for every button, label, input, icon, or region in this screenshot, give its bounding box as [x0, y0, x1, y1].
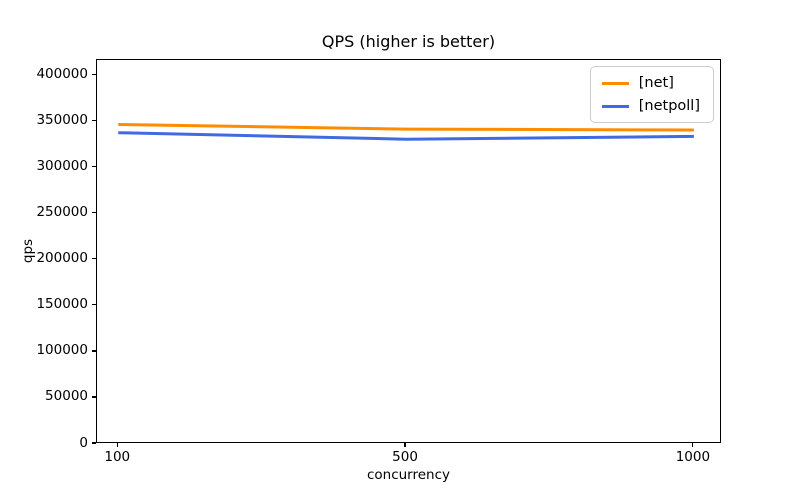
plot-area: [net] [netpoll] [96, 59, 721, 443]
legend-line-sample [601, 81, 629, 85]
y-tick-mark [92, 74, 96, 76]
y-tick-label: 50000 [45, 388, 88, 405]
legend: [net] [netpoll] [589, 66, 714, 123]
series-line-netpoll [118, 131, 694, 141]
x-tick-mark [116, 443, 118, 447]
y-tick-mark [92, 304, 96, 306]
legend-item: [net] [601, 75, 700, 91]
y-tick-label: 0 [79, 434, 88, 451]
legend-line-sample [601, 104, 629, 108]
y-tick-mark [92, 120, 96, 122]
y-tick-mark [92, 212, 96, 214]
y-tick-label: 200000 [36, 250, 88, 267]
series-line-net [118, 123, 694, 132]
y-tick-mark [92, 442, 96, 444]
y-tick-label: 400000 [36, 66, 88, 83]
y-tick-label: 150000 [36, 296, 88, 313]
y-tick-mark [92, 166, 96, 168]
y-tick-mark [92, 396, 96, 398]
y-tick-mark [92, 258, 96, 260]
x-tick-label: 100 [104, 449, 131, 465]
y-tick-mark [92, 350, 96, 352]
y-tick-label: 300000 [36, 158, 88, 175]
y-tick-label: 250000 [36, 204, 88, 221]
x-tick-mark [692, 443, 694, 447]
x-tick-label: 1000 [675, 449, 711, 465]
x-tick-label: 500 [392, 449, 418, 465]
legend-label: [netpoll] [638, 98, 700, 114]
chart-title: QPS (higher is better) [321, 32, 496, 51]
legend-label: [net] [638, 75, 674, 91]
x-tick-mark [404, 443, 406, 447]
y-tick-label: 100000 [36, 342, 88, 359]
legend-item: [netpoll] [601, 98, 700, 114]
y-tick-label: 350000 [36, 112, 88, 129]
x-axis-label: concurrency [366, 467, 451, 483]
line-series-svg [118, 123, 694, 141]
